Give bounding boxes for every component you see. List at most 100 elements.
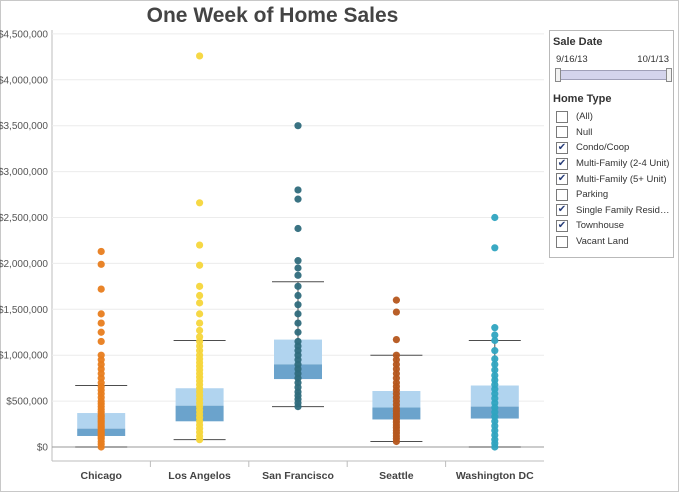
box-plot-chart: $0 $500,000 $1,000,000 $1,500,000 $2,000,000… xyxy=(0,29,544,482)
y-tick-label: $2,500,000 xyxy=(0,213,48,224)
data-point xyxy=(491,366,499,374)
data-point xyxy=(294,291,302,300)
x-tick-label: Los Angelos xyxy=(168,470,231,482)
filter-item[interactable]: Vacant Land xyxy=(556,234,672,250)
data-point xyxy=(294,310,302,318)
checkbox-unchecked[interactable] xyxy=(556,188,568,201)
data-point xyxy=(491,360,499,368)
data-point xyxy=(491,331,499,339)
x-tick-label: Chicago xyxy=(80,470,121,482)
date-range-start: 9/16/13 xyxy=(556,54,588,65)
y-tick-label: $3,500,000 xyxy=(0,121,48,132)
filter-item-label: Single Family Reside... xyxy=(576,204,672,216)
checkbox-checked[interactable]: ✔ xyxy=(556,141,568,154)
checkbox-checked[interactable]: ✔ xyxy=(556,219,568,232)
data-point xyxy=(491,324,499,332)
data-point xyxy=(97,247,105,256)
data-point xyxy=(392,308,400,316)
home-type-filter-list: (All) Null ✔ Condo/Coop ✔ Multi-Family (2-4 U… xyxy=(556,109,672,249)
filter-item[interactable]: (All) xyxy=(556,109,672,125)
data-point xyxy=(97,328,105,336)
filter-item-label: (All) xyxy=(576,111,593,123)
y-tick-label: $3,000,000 xyxy=(0,167,48,178)
home-type-title: Home Type xyxy=(553,93,612,105)
data-point xyxy=(294,301,302,309)
data-point xyxy=(294,122,302,130)
filter-item[interactable]: ✔ Condo/Coop xyxy=(556,140,672,156)
data-point xyxy=(196,333,204,341)
filter-panel: Sale Date 9/16/13 10/1/13 Home Type (All… xyxy=(549,30,674,258)
data-point xyxy=(392,351,400,359)
filter-item[interactable]: Parking xyxy=(556,187,672,203)
x-tick-label: Washington DC xyxy=(456,470,534,482)
data-point xyxy=(97,260,105,268)
checkbox-unchecked[interactable] xyxy=(556,235,568,248)
filter-item[interactable]: ✔ Multi-Family (2-4 Unit) xyxy=(556,156,672,172)
data-point xyxy=(196,199,204,207)
filter-item[interactable]: ✔ Multi-Family (5+ Unit) xyxy=(556,171,672,187)
x-tick-label: Seattle xyxy=(379,470,414,482)
data-point xyxy=(196,291,204,300)
filter-item-label: Multi-Family (5+ Unit) xyxy=(576,173,667,185)
checkbox-checked[interactable]: ✔ xyxy=(556,173,568,186)
filter-item[interactable]: ✔ Single Family Reside... xyxy=(556,203,672,219)
data-point xyxy=(294,319,302,327)
data-point xyxy=(196,299,204,307)
y-tick-label: $0 xyxy=(37,443,49,454)
y-tick-label: $500,000 xyxy=(6,397,48,408)
data-point xyxy=(196,241,204,249)
filter-item-label: Condo/Coop xyxy=(576,142,630,154)
filter-item-label: Null xyxy=(576,126,593,138)
data-point xyxy=(294,282,302,290)
checkbox-checked[interactable]: ✔ xyxy=(556,204,568,217)
y-tick-label: $1,000,000 xyxy=(0,351,48,362)
checkbox-unchecked[interactable] xyxy=(556,110,568,123)
data-point xyxy=(196,282,204,290)
data-point xyxy=(294,195,302,203)
checkbox-checked[interactable]: ✔ xyxy=(556,157,568,170)
y-tick-label: $4,000,000 xyxy=(0,75,48,86)
data-point xyxy=(491,371,499,379)
data-point xyxy=(294,224,302,233)
slider-handle-start[interactable] xyxy=(555,68,561,82)
data-point xyxy=(196,261,204,269)
data-point xyxy=(97,310,105,318)
data-point xyxy=(97,337,105,346)
y-tick-label: $2,000,000 xyxy=(0,259,48,270)
data-point xyxy=(491,336,499,345)
data-point xyxy=(294,264,302,272)
data-point xyxy=(196,319,204,327)
data-point xyxy=(491,347,499,355)
data-point xyxy=(491,244,499,252)
data-point xyxy=(491,213,499,222)
data-point xyxy=(97,285,105,293)
filter-item[interactable]: ✔ Townhouse xyxy=(556,218,672,234)
data-point xyxy=(196,310,204,318)
x-tick-label: San Francisco xyxy=(262,470,334,482)
filter-item[interactable]: Null xyxy=(556,125,672,141)
filter-item-label: Vacant Land xyxy=(576,236,629,248)
data-point xyxy=(294,271,302,279)
data-point xyxy=(196,52,204,60)
y-tick-label: $1,500,000 xyxy=(0,305,48,316)
date-range-slider[interactable] xyxy=(558,70,670,80)
data-point xyxy=(491,355,499,363)
data-point xyxy=(294,257,302,265)
data-point xyxy=(392,296,400,304)
data-point xyxy=(294,186,302,194)
filter-item-label: Multi-Family (2-4 Unit) xyxy=(576,158,670,170)
data-point xyxy=(294,328,302,336)
data-point xyxy=(196,326,204,335)
checkbox-unchecked[interactable] xyxy=(556,126,568,139)
date-range-end: 10/1/13 xyxy=(637,54,669,65)
slider-handle-end[interactable] xyxy=(666,68,672,82)
data-point xyxy=(97,319,105,327)
filter-item-label: Townhouse xyxy=(576,220,625,232)
y-tick-label: $4,500,000 xyxy=(0,29,48,40)
data-point xyxy=(294,337,302,346)
filter-item-label: Parking xyxy=(576,189,609,201)
sale-date-title: Sale Date xyxy=(553,36,603,48)
data-point xyxy=(97,351,105,359)
data-point xyxy=(392,335,400,344)
chart-title: One Week of Home Sales xyxy=(146,4,399,27)
